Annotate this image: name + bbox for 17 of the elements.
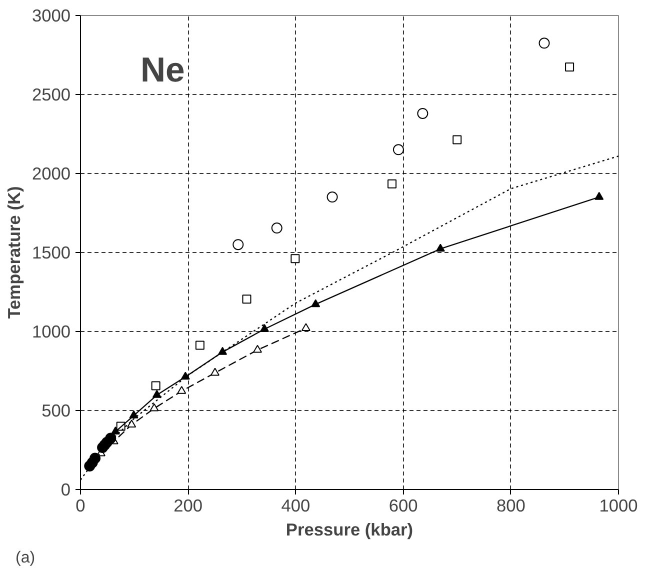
x-tick-label: 800 <box>496 496 526 516</box>
y-tick-label: 500 <box>42 400 71 420</box>
y-tick-label: 2000 <box>32 164 71 184</box>
text: (a) <box>16 550 36 566</box>
y-tick-label: 2500 <box>32 84 71 104</box>
x-tick-label: 600 <box>388 496 418 516</box>
y-axis-title: Temperature (K) <box>4 186 24 319</box>
y-tick-label: 1000 <box>32 322 71 342</box>
x-tick-label: 0 <box>76 496 86 516</box>
x-tick-label: 1000 <box>599 496 638 516</box>
annotation: Ne <box>140 52 185 90</box>
y-tick-label: 0 <box>60 480 71 500</box>
x-axis-title: Pressure (kbar) <box>286 520 414 540</box>
y-tick-label: 3000 <box>32 6 71 26</box>
x-tick-label: 400 <box>281 496 310 516</box>
y-tick-label: 1500 <box>32 242 71 262</box>
x-tick-label: 200 <box>174 496 203 516</box>
